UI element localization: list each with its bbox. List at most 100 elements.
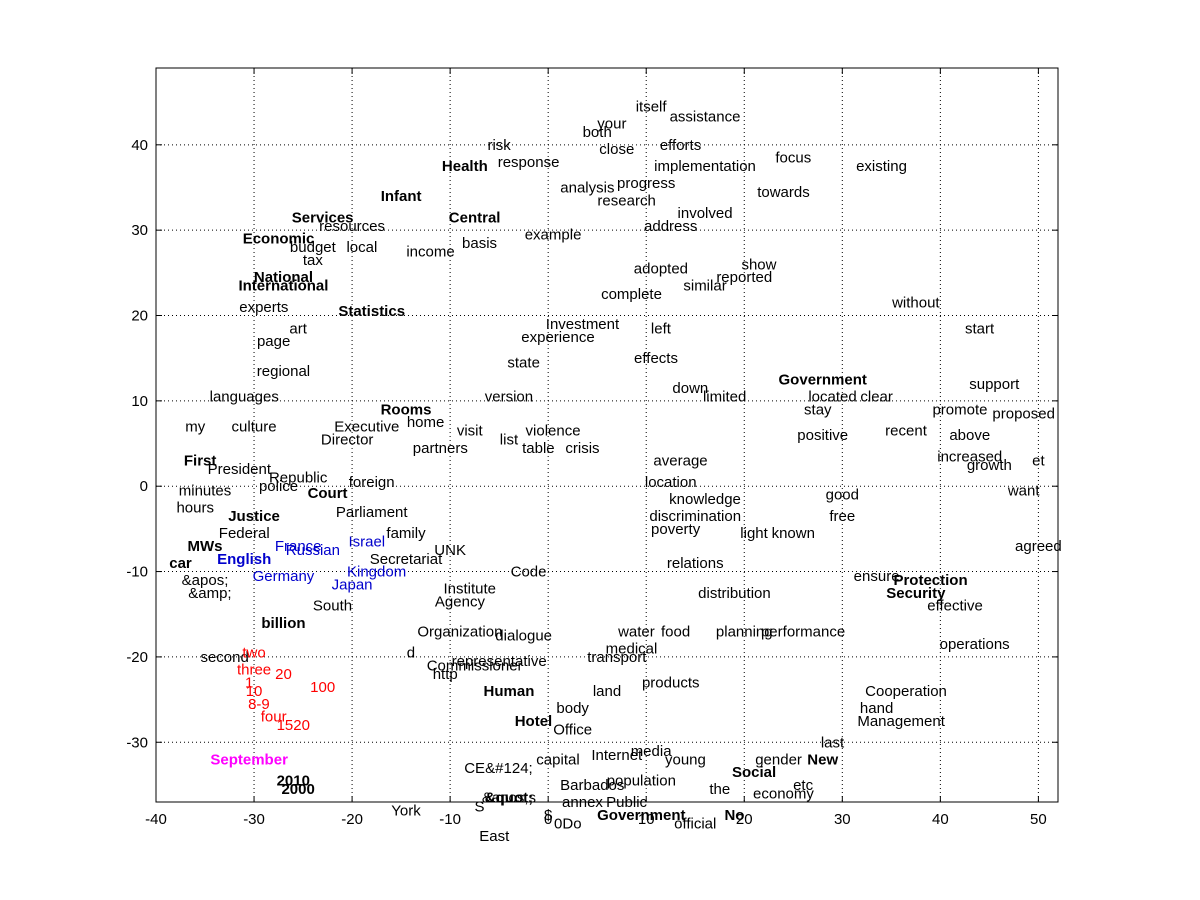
word-point: light (740, 525, 768, 542)
word-point: crisis (565, 440, 599, 457)
word-point: poverty (651, 521, 701, 538)
y-tick-label: 0 (140, 478, 148, 495)
word-point: basis (462, 235, 497, 252)
x-tick-labels: -40 -30 -20 -10 0 10 20 30 40 50 (145, 811, 1047, 828)
word-point: annex (562, 794, 603, 811)
word-point: &amp; (188, 585, 231, 602)
word-point: both (583, 124, 612, 141)
word-point: Health (442, 158, 488, 175)
word-point: knowledge (669, 491, 741, 508)
word-point: partners (413, 440, 468, 457)
word-point: response (498, 154, 560, 171)
word-point: Code (511, 564, 547, 581)
word-point: UNK (434, 542, 466, 559)
word-point: Hotel (515, 713, 553, 730)
word-point: discrimination (649, 508, 741, 525)
word-point: 0Do (554, 815, 582, 832)
word-point: 1 (245, 675, 253, 692)
word-point: hand (860, 700, 893, 717)
word-point: culture (232, 418, 277, 435)
word-point: billion (261, 615, 305, 632)
word-point: Central (449, 209, 501, 226)
word-point: two (242, 645, 265, 662)
word-point: medical (606, 640, 658, 657)
word-point: planning (716, 623, 773, 640)
word-point: experience (521, 329, 594, 346)
word-point: &apos; (182, 572, 229, 589)
word-point: transport (587, 649, 647, 666)
word-point: my (185, 418, 205, 435)
word-point: recent (885, 423, 928, 440)
word-point: CE (464, 760, 485, 777)
y-tick-label: -30 (126, 734, 148, 751)
word-point: table (522, 440, 555, 457)
word-point: products (642, 675, 700, 692)
word-point: d (407, 645, 415, 662)
axis-ticks (155, 68, 1058, 802)
word-point: food (661, 623, 690, 640)
word-point: assistance (670, 109, 741, 126)
word-point: MWs (188, 538, 223, 555)
word-point: 1520 (277, 717, 310, 734)
word-point: Cooperation (865, 683, 947, 700)
word-point: towards (757, 184, 810, 201)
word-point: research (597, 192, 655, 209)
word-point: Secretariat (370, 551, 443, 568)
word-point: average (653, 453, 707, 470)
y-tick-label: 30 (131, 222, 148, 239)
word-point: Infant (381, 188, 422, 205)
word-point: agreed (1015, 538, 1062, 555)
word-point: Internet (591, 747, 643, 764)
word-point: Kingdom (347, 564, 406, 581)
word-point: home (407, 414, 445, 431)
word-point: population (607, 773, 676, 790)
word-point: distribution (698, 585, 771, 602)
word-point: state (507, 354, 540, 371)
word-point: version (485, 389, 533, 406)
word-point: International (238, 278, 328, 295)
word-point: police (259, 478, 298, 495)
word-point: Government (779, 372, 867, 389)
word-point: Social (732, 764, 776, 781)
x-tick-label: -30 (243, 811, 265, 828)
word-point: New (807, 751, 838, 768)
word-point: Security (886, 585, 946, 602)
word-point: above (949, 427, 990, 444)
x-tick-label: 50 (1030, 811, 1047, 828)
word-point: want (1007, 482, 1041, 499)
word-point: France (275, 538, 322, 555)
word-point: tax (303, 252, 324, 269)
word-point: http (433, 666, 458, 683)
word-point: capital (536, 751, 579, 768)
word-point: 2010 (277, 773, 310, 790)
word-point: visit (457, 423, 484, 440)
word-point: close (599, 141, 634, 158)
word-point: known (772, 525, 815, 542)
word-point: operations (940, 636, 1010, 653)
y-tick-label: 10 (131, 393, 148, 410)
word-point: Barbados (560, 777, 624, 794)
word-point: experts (239, 299, 288, 316)
word-point: similar (683, 278, 726, 295)
word-point: &#124; (485, 760, 533, 777)
word-point: Israel (348, 534, 385, 551)
word-point: start (965, 320, 995, 337)
word-point: the (709, 781, 730, 798)
word-point: $ (544, 807, 553, 824)
word-point: four (261, 709, 287, 726)
word-point: limited (703, 389, 746, 406)
word-point: hours (176, 500, 214, 517)
x-tick-label: -10 (439, 811, 461, 828)
word-point: Federal (219, 525, 270, 542)
word-point: located (808, 389, 856, 406)
word-point: Government (597, 807, 685, 824)
word-point: complete (601, 286, 662, 303)
word-point: media (631, 743, 673, 760)
word-point: your (597, 115, 626, 132)
y-tick-labels: -30 -20 -10 0 10 20 30 40 (126, 137, 148, 751)
word-point: Management (857, 713, 945, 730)
word-point: regional (257, 363, 310, 380)
word-point: growth (967, 457, 1012, 474)
word-point: First (184, 453, 217, 470)
word-point: Executive (334, 418, 399, 435)
